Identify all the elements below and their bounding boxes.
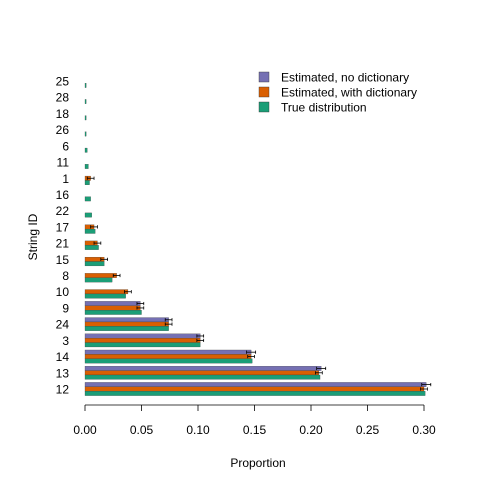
bar [84,277,113,283]
bar [84,333,201,339]
error-bar [90,225,98,229]
bar [84,321,169,327]
bar [84,349,252,355]
bar [84,366,322,371]
error-bar [421,383,432,387]
error-bar [247,354,255,359]
error-bar [164,322,173,326]
error-bar [196,338,205,342]
bar [84,326,169,331]
x-tick-label: 0.25 [356,423,380,437]
error-bar [136,301,145,306]
x-tick-label: 0.20 [299,423,323,437]
bar [84,354,252,359]
y-tick-label: 15 [56,253,70,267]
bar [84,289,129,295]
x-axis: 0.00 0.05 0.10 0.15 0.20 0.25 0.30 [73,404,436,437]
y-tick-label: 14 [56,350,70,364]
bar [84,180,90,185]
error-bar [315,371,323,375]
bar [84,342,201,348]
bar [84,273,117,278]
bar [84,370,320,376]
y-tick-label: 24 [56,318,70,332]
error-bar [112,273,121,278]
legend-label: True distribution [281,101,367,115]
y-tick-label: 9 [62,301,69,315]
y-tick-label: 21 [56,237,70,251]
y-tick-label: 1 [62,172,69,186]
y-tick-label: 3 [62,334,69,348]
bar [84,147,88,153]
legend-swatch [258,86,270,98]
y-tick-label: 13 [56,366,70,380]
bar [84,305,141,311]
y-tick-label: 12 [56,383,70,397]
bar [84,245,99,250]
bar [84,386,425,392]
y-tick-label: 17 [56,220,70,234]
error-bar [124,290,132,294]
bar [84,131,87,137]
x-tick-label: 0.05 [130,423,154,437]
bar [84,228,96,234]
bar [84,358,253,364]
legend-swatch [258,101,270,113]
error-bars-layer [86,176,432,391]
bar [84,301,141,306]
legend-swatch [258,71,270,83]
bar [84,99,87,104]
y-tick-label: 22 [56,204,70,218]
error-bar [420,387,428,391]
bar [84,382,427,387]
bar [84,317,169,323]
bar [84,212,92,218]
legend-label: Estimated, with dictionary [281,86,417,100]
bar [84,196,91,202]
x-tick-label: 0.30 [412,423,436,437]
y-tick-label: 6 [62,139,69,153]
bar [84,310,142,315]
y-tick-label: 10 [56,285,70,299]
error-bar [86,176,95,180]
x-axis-label: Proportion [230,456,285,470]
legend-item: Estimated, no dictionary [258,71,409,85]
bar [84,261,105,267]
bar [84,115,87,121]
y-tick-label: 11 [57,156,70,170]
error-bar [100,257,108,261]
bar [84,293,126,299]
y-tick-label: 8 [62,269,69,283]
bar [84,164,89,169]
bar [84,83,87,88]
y-axis-label: String ID [26,213,40,260]
bar [84,374,321,380]
error-bar [136,306,145,310]
error-bar [196,334,205,338]
legend-label: Estimated, no dictionary [281,71,409,85]
bars-layer [84,83,427,396]
legend-item: Estimated, with dictionary [258,86,417,100]
error-bar [246,350,257,354]
x-tick-label: 0.00 [73,423,97,437]
y-tick-label: 26 [56,123,70,137]
legend-item: True distribution [258,101,367,115]
x-tick-label: 0.15 [243,423,267,437]
bar [84,391,426,396]
y-tick-label: 16 [56,188,70,202]
error-bar [316,366,327,370]
y-tick-label: 25 [56,75,70,89]
y-tick-label: 18 [56,107,70,121]
x-tick-label: 0.10 [186,423,210,437]
error-bar [164,318,173,322]
error-bar [93,241,102,245]
y-tick-label: 28 [56,91,70,105]
bar [84,338,201,343]
